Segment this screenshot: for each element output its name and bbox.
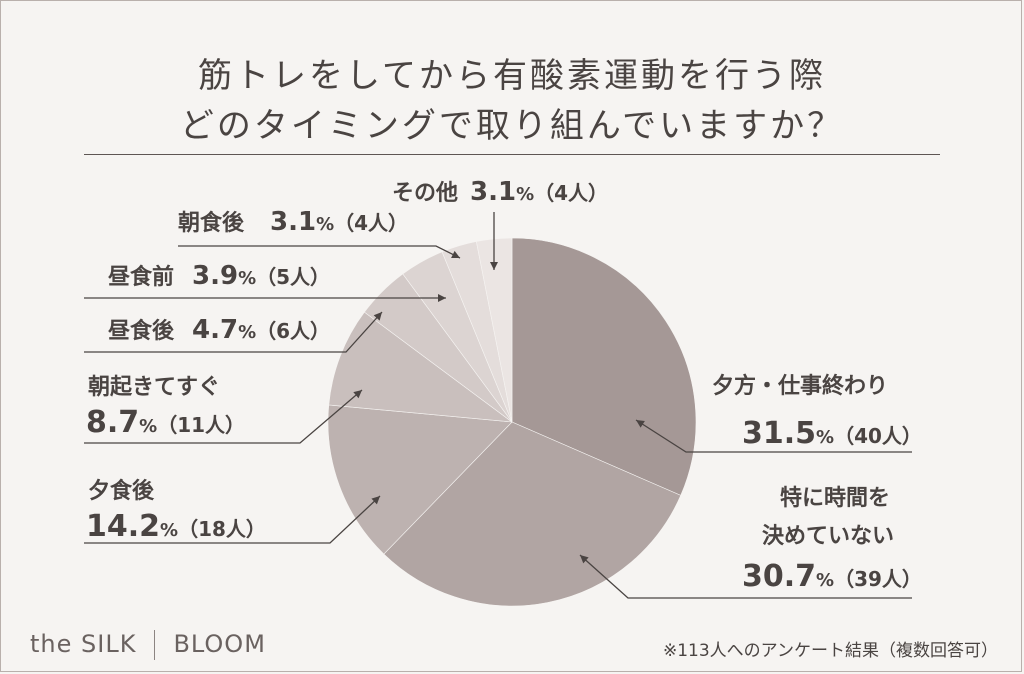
leader-line-1 [635,419,912,453]
slice-label-4-value: 8.7%（11人） [86,405,245,440]
leader-line-5 [84,311,383,353]
title-divider [84,154,940,155]
slice-label-5-name: 昼食後 [108,318,175,344]
leader-arrow-4 [353,390,362,399]
leader-arrow-6 [438,294,446,302]
slice-label-5-value: 4.7%（6人） [192,315,330,345]
slice-label-7-name: 朝食後 [178,210,245,236]
chart-title-line1: 筋トレをしてから有酸素運動を行う際 [198,56,826,96]
pie-slice-3 [327,404,513,555]
slice-label-8-value: 3.1%（4人） [470,177,608,207]
leader-line-7 [178,245,461,259]
brand-logo: the SILK BLOOM [30,630,266,660]
slice-label-2-name-2: 決めていない [762,524,894,549]
leader-line-4 [84,389,363,444]
slice-label-3-value: 14.2%（18人） [86,509,266,544]
slice-label-4-name: 朝起きてすぐ [88,374,220,400]
footnote: ※113人へのアンケート結果（複数回答可） [662,641,998,661]
leader-arrow-3 [371,496,380,505]
slice-label-6-name: 昼食前 [108,264,174,290]
slice-label-2-name-1: 特に時間を [780,485,890,511]
brand-the-silk: the SILK [30,630,137,658]
pie-slice-2 [383,421,682,607]
brand-separator [154,630,156,660]
slice-label-6-value: 3.9%（5人） [192,261,330,291]
slice-label-7-value: 3.1%（4人） [270,207,408,237]
chart-title-line2: どのタイミングで取り組んでいますか？ [179,106,845,146]
leader-line-2 [579,554,912,599]
slice-label-1-name: 夕方・仕事終わり [712,373,888,399]
leader-arrow-1 [636,420,645,428]
slice-label-1-value: 31.5%（40人） [742,416,922,451]
leader-arrow-8 [490,262,498,270]
leader-arrow-7 [451,250,460,258]
leader-line-3 [84,495,381,544]
slice-label-8-name: その他 [392,181,458,206]
leader-arrow-2 [580,555,589,564]
leader-arrow-5 [373,312,382,321]
slice-label-3-name: 夕食後 [88,478,155,504]
pie-slice-4 [328,311,514,423]
slice-label-2-value: 30.7%（39人） [742,559,922,594]
brand-bloom: BLOOM [173,630,266,658]
